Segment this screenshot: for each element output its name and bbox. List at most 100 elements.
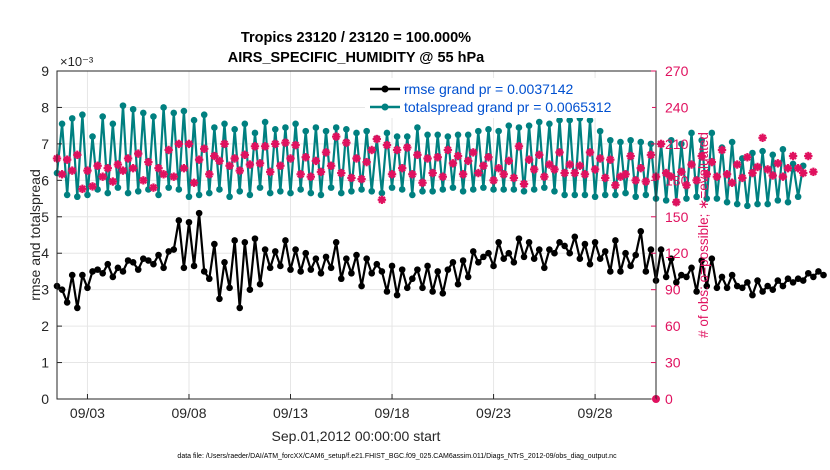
obs-evaluated-point — [164, 145, 173, 155]
rmse-point — [271, 248, 279, 255]
obs-evaluated-point-stroke — [413, 151, 422, 159]
totalspread-point — [454, 131, 462, 139]
obs-evaluated-point-stroke — [251, 142, 259, 151]
obs-evaluated-point-stroke — [119, 166, 127, 175]
totalspread-point — [754, 200, 761, 208]
obs-evaluated-point-stroke — [469, 148, 478, 157]
rmse-point — [713, 284, 721, 292]
rmse-point — [63, 299, 71, 306]
obs-evaluated-point — [540, 172, 549, 181]
totalspread-point — [246, 191, 254, 199]
obs-evaluated-point — [423, 154, 432, 163]
obs-evaluated-point — [626, 151, 635, 161]
obs-evaluated-point — [83, 166, 92, 175]
obs-evaluated-point — [93, 161, 102, 170]
obs-evaluated-point-stroke — [535, 151, 543, 159]
obs-evaluated-point — [134, 149, 143, 158]
obs-evaluated-point — [179, 163, 189, 173]
rmse-point — [175, 217, 183, 224]
totalspread-point — [617, 138, 624, 146]
obs-evaluated-point — [281, 138, 290, 147]
obs-evaluated-point — [702, 170, 711, 179]
obs-evaluated-point — [316, 167, 326, 177]
rmse-point — [241, 238, 249, 246]
obs-evaluated-point — [408, 170, 417, 179]
obs-evaluated-point-stroke — [68, 166, 76, 175]
obs-evaluated-point-stroke — [540, 172, 549, 181]
totalspread-point — [58, 120, 66, 128]
obs-evaluated-point — [174, 139, 184, 149]
rmse-point — [322, 253, 330, 261]
obs-evaluated-point — [342, 138, 351, 147]
rmse-point — [464, 273, 472, 281]
totalspread-point — [632, 193, 639, 201]
rmse-point — [530, 255, 538, 262]
obs-evaluated-point — [687, 160, 696, 169]
rmse-point — [520, 253, 528, 261]
totalspread-point — [495, 127, 502, 135]
totalspread-point — [591, 193, 599, 201]
obs-evaluated-point-stroke — [154, 164, 163, 172]
totalspread-point — [175, 186, 183, 193]
rmse-point — [358, 282, 365, 290]
rmse-point — [556, 238, 563, 246]
footnote: data file: /Users/raeder/DAI/ATM_forcXX/… — [177, 453, 617, 460]
legend-rmse-label: rmse grand pr = 0.0037142 — [404, 81, 573, 97]
rmse-point — [226, 284, 233, 292]
obs-evaluated-point — [88, 182, 97, 191]
obs-evaluated-point — [809, 167, 818, 177]
totalspread-point — [505, 122, 513, 129]
obs-evaluated-point — [123, 154, 133, 163]
totalspread-point — [434, 131, 442, 139]
obs-evaluated-point — [347, 173, 356, 183]
obs-evaluated-point-stroke — [200, 145, 208, 153]
rmse-point — [535, 246, 543, 253]
y-left-tick-label: 2 — [41, 318, 49, 334]
rmse-point — [84, 284, 91, 292]
y-right-tick-label: 240 — [665, 99, 689, 115]
totalspread-point — [794, 193, 802, 201]
rmse-point — [205, 275, 213, 283]
obs-evaluated-point-stroke — [342, 138, 351, 147]
totalspread-point — [282, 124, 289, 131]
obs-evaluated-point-stroke — [296, 170, 305, 179]
obs-evaluated-point — [773, 159, 783, 168]
obs-evaluated-point — [149, 183, 158, 192]
totalspread-point — [353, 129, 360, 137]
rmse-point — [155, 251, 162, 259]
totalspread-point — [307, 189, 315, 197]
obs-evaluated-point-stroke — [753, 163, 762, 171]
rmse-point — [718, 273, 726, 281]
obs-evaluated-point-stroke — [642, 177, 650, 186]
obs-evaluated-point — [205, 170, 214, 179]
obs-evaluated-point — [159, 170, 168, 179]
obs-evaluated-point-stroke — [789, 152, 797, 160]
rmse-point — [353, 251, 360, 259]
obs-evaluated-point-stroke — [713, 172, 721, 181]
totalspread-point — [703, 195, 711, 202]
totalspread-point — [79, 111, 86, 119]
totalspread-point — [789, 160, 797, 168]
y-left-tick-label: 0 — [41, 391, 49, 407]
totalspread-point — [500, 186, 508, 193]
rmse-point — [145, 257, 152, 264]
totalspread-point — [74, 193, 81, 201]
totalspread-point — [114, 184, 122, 191]
obs-evaluated-point — [575, 161, 585, 170]
totalspread-point — [728, 138, 736, 146]
rmse-point — [180, 264, 188, 272]
rmse-point — [165, 248, 172, 255]
totalspread-point — [332, 124, 340, 131]
obs-evaluated-point — [377, 195, 387, 204]
totalspread-point — [566, 116, 574, 124]
totalspread-point — [337, 189, 345, 197]
rmse-point — [256, 280, 264, 288]
totalspread-point — [89, 133, 96, 140]
totalspread-point — [733, 200, 741, 208]
totalspread-point — [601, 191, 609, 199]
obs-evaluated-point-stroke — [657, 140, 665, 148]
rmse-point — [784, 275, 792, 283]
rmse-point — [459, 257, 467, 264]
obs-evaluated-point — [337, 168, 346, 178]
obs-evaluated-point — [418, 178, 427, 187]
